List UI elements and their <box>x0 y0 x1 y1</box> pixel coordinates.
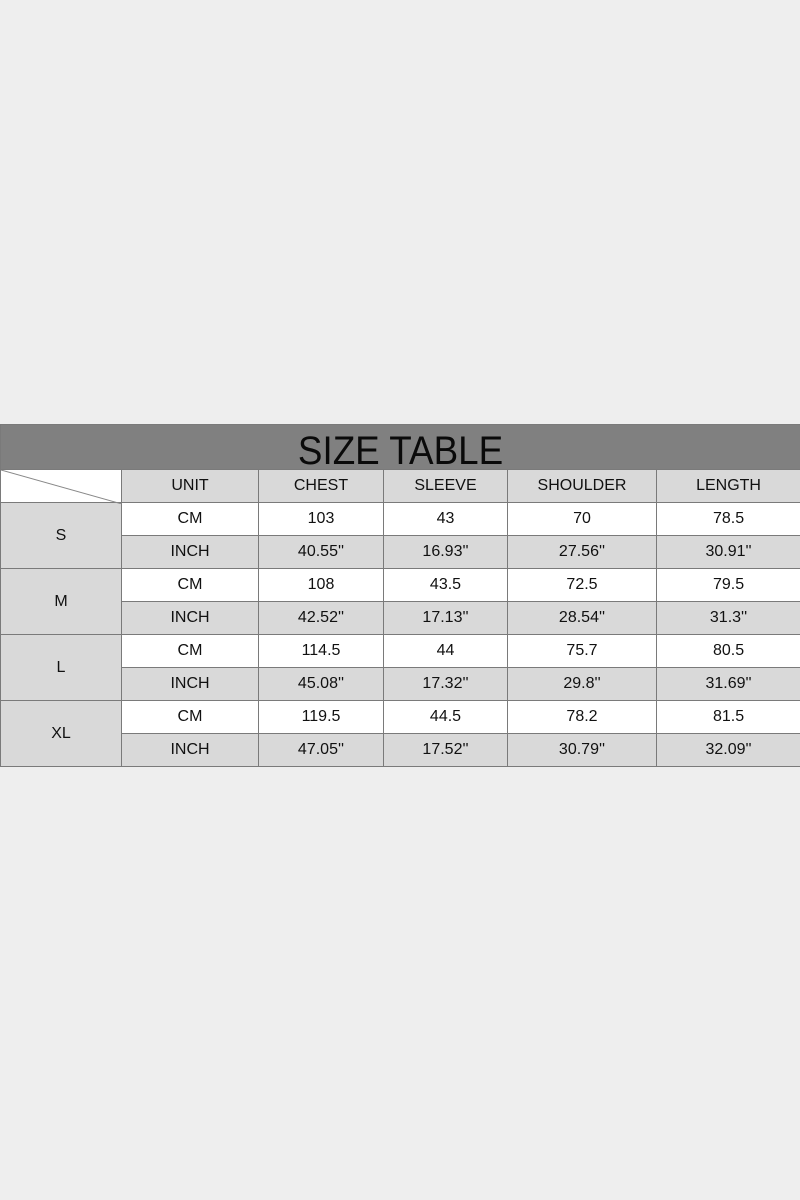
table-row: INCH 42.52'' 17.13'' 28.54'' 31.3'' <box>1 601 800 635</box>
value-cell: 28.54'' <box>507 601 657 635</box>
column-header-unit: UNIT <box>121 469 259 503</box>
value-cell: 16.93'' <box>383 535 508 569</box>
size-table: SIZE TABLE UNIT CHEST SLEEVE SHOULDER LENGTH… <box>0 424 800 767</box>
value-cell: 108 <box>258 568 384 602</box>
column-header-shoulder: SHOULDER <box>507 469 657 503</box>
value-cell: 45.08'' <box>258 667 384 701</box>
value-cell: 17.52'' <box>383 733 508 767</box>
unit-cell: INCH <box>121 733 259 767</box>
size-label: M <box>0 568 122 635</box>
value-cell: 78.2 <box>507 700 657 734</box>
table-row: INCH 45.08'' 17.32'' 29.8'' 31.69'' <box>1 667 800 701</box>
value-cell: 32.09'' <box>655 733 800 767</box>
value-cell: 30.79'' <box>507 733 657 767</box>
table-row: INCH 47.05'' 17.52'' 30.79'' 32.09'' <box>1 733 800 767</box>
corner-cell <box>0 469 122 504</box>
size-label: L <box>0 634 122 701</box>
value-cell: 29.8'' <box>507 667 657 701</box>
diagonal-divider <box>1 470 122 504</box>
value-cell: 43.5 <box>383 568 508 602</box>
unit-cell: CM <box>121 568 259 602</box>
column-header-chest: CHEST <box>258 469 384 503</box>
value-cell: 80.5 <box>655 634 800 668</box>
title-row: SIZE TABLE <box>0 424 800 470</box>
value-cell: 114.5 <box>258 634 384 668</box>
unit-cell: CM <box>121 502 259 536</box>
value-cell: 27.56'' <box>507 535 657 569</box>
value-cell: 78.5 <box>655 502 800 536</box>
size-label: S <box>0 502 122 569</box>
table-row: L CM 114.5 44 75.7 80.5 <box>0 634 800 701</box>
value-cell: 31.69'' <box>655 667 800 701</box>
unit-cell: INCH <box>121 667 259 701</box>
value-cell: 44.5 <box>383 700 508 734</box>
table-row: M CM 108 43.5 72.5 79.5 <box>0 568 800 635</box>
value-cell: 47.05'' <box>258 733 384 767</box>
table-title: SIZE TABLE <box>0 424 800 470</box>
value-cell: 79.5 <box>655 568 800 602</box>
value-cell: 43 <box>383 502 508 536</box>
column-header-length: LENGTH <box>655 469 800 503</box>
value-cell: 72.5 <box>507 568 657 602</box>
value-cell: 31.3'' <box>655 601 800 635</box>
value-cell: 81.5 <box>655 700 800 734</box>
column-header-sleeve: SLEEVE <box>383 469 508 503</box>
value-cell: 103 <box>258 502 384 536</box>
value-cell: 40.55'' <box>258 535 384 569</box>
unit-cell: CM <box>121 634 259 668</box>
value-cell: 17.32'' <box>383 667 508 701</box>
size-label: XL <box>0 700 122 767</box>
value-cell: 17.13'' <box>383 601 508 635</box>
unit-cell: INCH <box>121 601 259 635</box>
unit-cell: INCH <box>121 535 259 569</box>
value-cell: 119.5 <box>258 700 384 734</box>
value-cell: 30.91'' <box>655 535 800 569</box>
unit-cell: CM <box>121 700 259 734</box>
value-cell: 44 <box>383 634 508 668</box>
table-row: S CM 103 43 70 78.5 <box>0 502 800 569</box>
table-row: INCH 40.55'' 16.93'' 27.56'' 30.91'' <box>1 535 800 569</box>
table-row: XL CM 119.5 44.5 78.2 81.5 <box>0 700 800 767</box>
value-cell: 70 <box>507 502 657 536</box>
value-cell: 42.52'' <box>258 601 384 635</box>
table-title-text: SIZE TABLE <box>297 429 504 470</box>
value-cell: 75.7 <box>507 634 657 668</box>
header-row: UNIT CHEST SLEEVE SHOULDER LENGTH <box>0 469 800 504</box>
